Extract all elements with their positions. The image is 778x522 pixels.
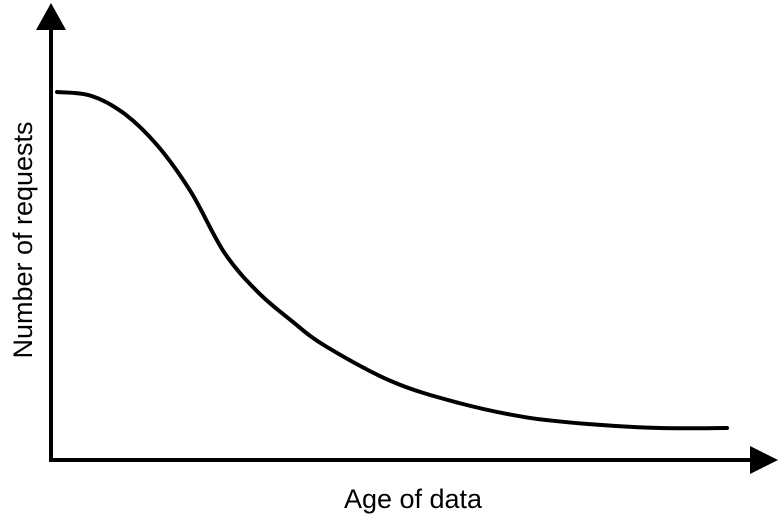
x-axis-arrow — [750, 446, 778, 474]
series-line — [55, 90, 729, 431]
y-axis — [36, 3, 66, 460]
x-axis-label: Age of data — [344, 484, 483, 514]
y-axis-arrow — [36, 3, 66, 30]
y-axis-label: Number of requests — [8, 121, 38, 358]
x-axis — [49, 446, 778, 474]
